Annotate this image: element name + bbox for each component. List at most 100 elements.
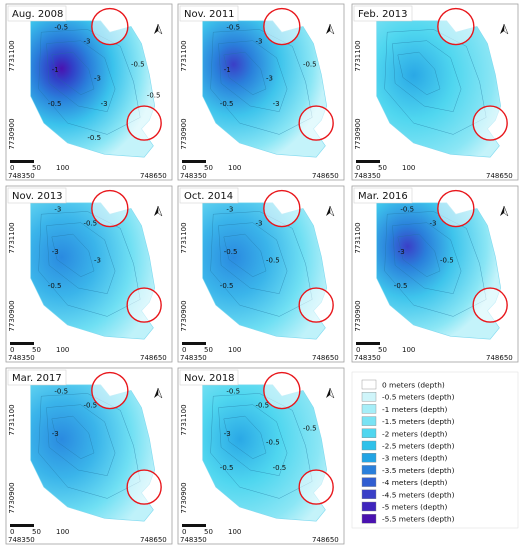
contour-label: -0.5 [255, 402, 269, 410]
scale-bar [10, 160, 34, 163]
contour-label: -3 [266, 74, 273, 82]
north-arrow-icon-half [157, 387, 163, 399]
panel-title-box [7, 369, 67, 386]
scale-bar-label: 100 [402, 164, 415, 172]
y-tick-label-bottom: 7730900 [180, 482, 188, 513]
change-area-circle [437, 7, 475, 46]
change-area-circle [263, 371, 301, 410]
change-area-circle [298, 105, 334, 141]
x-tick-label-right: 748650 [486, 172, 513, 180]
y-tick-label-top: 7731100 [8, 222, 16, 253]
scale-bar [10, 524, 34, 527]
x-tick-label-right: 748650 [486, 354, 513, 362]
x-tick-label-left: 748350 [180, 354, 207, 362]
scale-bar-label: 50 [204, 164, 213, 172]
contour-label: -3 [54, 205, 61, 213]
north-arrow-icon [154, 24, 158, 34]
legend-swatch [361, 440, 377, 451]
panel-title: Feb. 2013 [358, 9, 408, 20]
legend-label: -5.5 meters (depth) [382, 515, 455, 524]
scale-bar-label: 100 [56, 528, 69, 536]
contour-label: -0.5 [83, 220, 97, 228]
change-area-circle [298, 469, 334, 505]
legend-label: -1.5 meters (depth) [382, 417, 455, 426]
contour-label: -3 [94, 74, 101, 82]
map-panel: -0.5 -3 -1 -3 -0.5 -3 -0.5 -0.5 -0.5 Aug. 2008 773… [5, 3, 173, 181]
y-tick-label-top: 7731100 [180, 222, 188, 253]
change-area-circle [91, 189, 129, 228]
north-arrow-icon-half [503, 23, 509, 35]
legend-label: -1 meters (depth) [382, 405, 448, 414]
scale-bar-label: 0 [182, 346, 186, 354]
scale-bar-label: 0 [10, 528, 14, 536]
map-panel: Feb. 2013 7731100 7730900 748350 748650 0 50 10… [351, 3, 519, 181]
north-arrow-icon-half [157, 23, 163, 35]
contour-label: -0.5 [48, 282, 62, 290]
legend-label: -0.5 meters (depth) [382, 393, 455, 402]
x-tick-label-left: 748350 [354, 354, 381, 362]
contour-label: -0.5 [303, 424, 317, 432]
contour-label: -3 [224, 430, 231, 438]
north-arrow-icon-half [329, 23, 335, 35]
scale-bar [356, 342, 380, 345]
legend-swatch [361, 404, 377, 414]
contour-label: -0.5 [224, 248, 238, 256]
scale-bar-label: 50 [32, 164, 41, 172]
change-area-circle [126, 469, 162, 505]
panel-title-box [7, 5, 67, 22]
panel-title: Nov. 2013 [12, 191, 63, 202]
depth-contour-line [46, 222, 116, 294]
x-tick-label-right: 748650 [140, 354, 167, 362]
legend-swatch [361, 465, 377, 475]
contour-label: -0.5 [220, 282, 234, 290]
north-arrow-icon [326, 24, 330, 34]
scale-bar-label: 100 [228, 164, 241, 172]
scale-bar [182, 342, 206, 345]
contour-label: -0.5 [226, 387, 240, 395]
legend-label: -4 meters (depth) [382, 478, 448, 487]
scale-bar-label: 50 [32, 528, 41, 536]
legend-label: -3 meters (depth) [382, 454, 448, 463]
change-area-circle [126, 105, 162, 141]
change-area-circle [91, 371, 129, 410]
panel-title: Nov. 2011 [184, 9, 235, 20]
scale-bar-label: 0 [356, 164, 360, 172]
x-tick-label-right: 748650 [140, 172, 167, 180]
panel-title: Aug. 2008 [12, 9, 63, 20]
legend-label: 0 meters (depth) [382, 381, 445, 390]
contour-label: -3 [52, 430, 59, 438]
y-tick-label-bottom: 7730900 [8, 300, 16, 331]
contour-label: -0.5 [83, 402, 97, 410]
y-tick-label-bottom: 7730900 [180, 300, 188, 331]
scale-bar-label: 0 [182, 528, 186, 536]
depth-contour-line [223, 51, 267, 95]
depth-contour-line [218, 404, 288, 476]
legend-swatch [361, 379, 377, 390]
contour-label: -1 [52, 66, 59, 74]
contour-label: -3 [273, 100, 280, 108]
legend-swatch [361, 416, 377, 426]
north-arrow-icon [326, 206, 330, 216]
contour-label: -0.5 [220, 464, 234, 472]
contour-label: -3 [101, 100, 108, 108]
legend-swatch [361, 392, 377, 402]
north-arrow-icon-half [503, 205, 509, 217]
scale-bar-label: 50 [204, 346, 213, 354]
change-area-circle [91, 7, 129, 46]
panel-title-box [353, 5, 413, 22]
change-area-circle [298, 287, 334, 323]
contour-label: -3 [94, 256, 101, 264]
scale-bar-label: 100 [228, 528, 241, 536]
y-tick-label-bottom: 7730900 [8, 118, 16, 149]
contour-label: -0.5 [266, 438, 280, 446]
y-tick-label-top: 7731100 [354, 222, 362, 253]
depth-contour-line [218, 222, 288, 294]
legend-label: -4.5 meters (depth) [382, 490, 455, 499]
contour-label: -0.5 [54, 23, 68, 31]
x-tick-label-right: 748650 [312, 172, 339, 180]
change-area-circle [472, 287, 508, 323]
contour-label: -0.5 [147, 92, 161, 100]
scale-bar-label: 0 [356, 346, 360, 354]
contour-label: -3 [83, 38, 90, 46]
legend-swatch [361, 453, 377, 463]
